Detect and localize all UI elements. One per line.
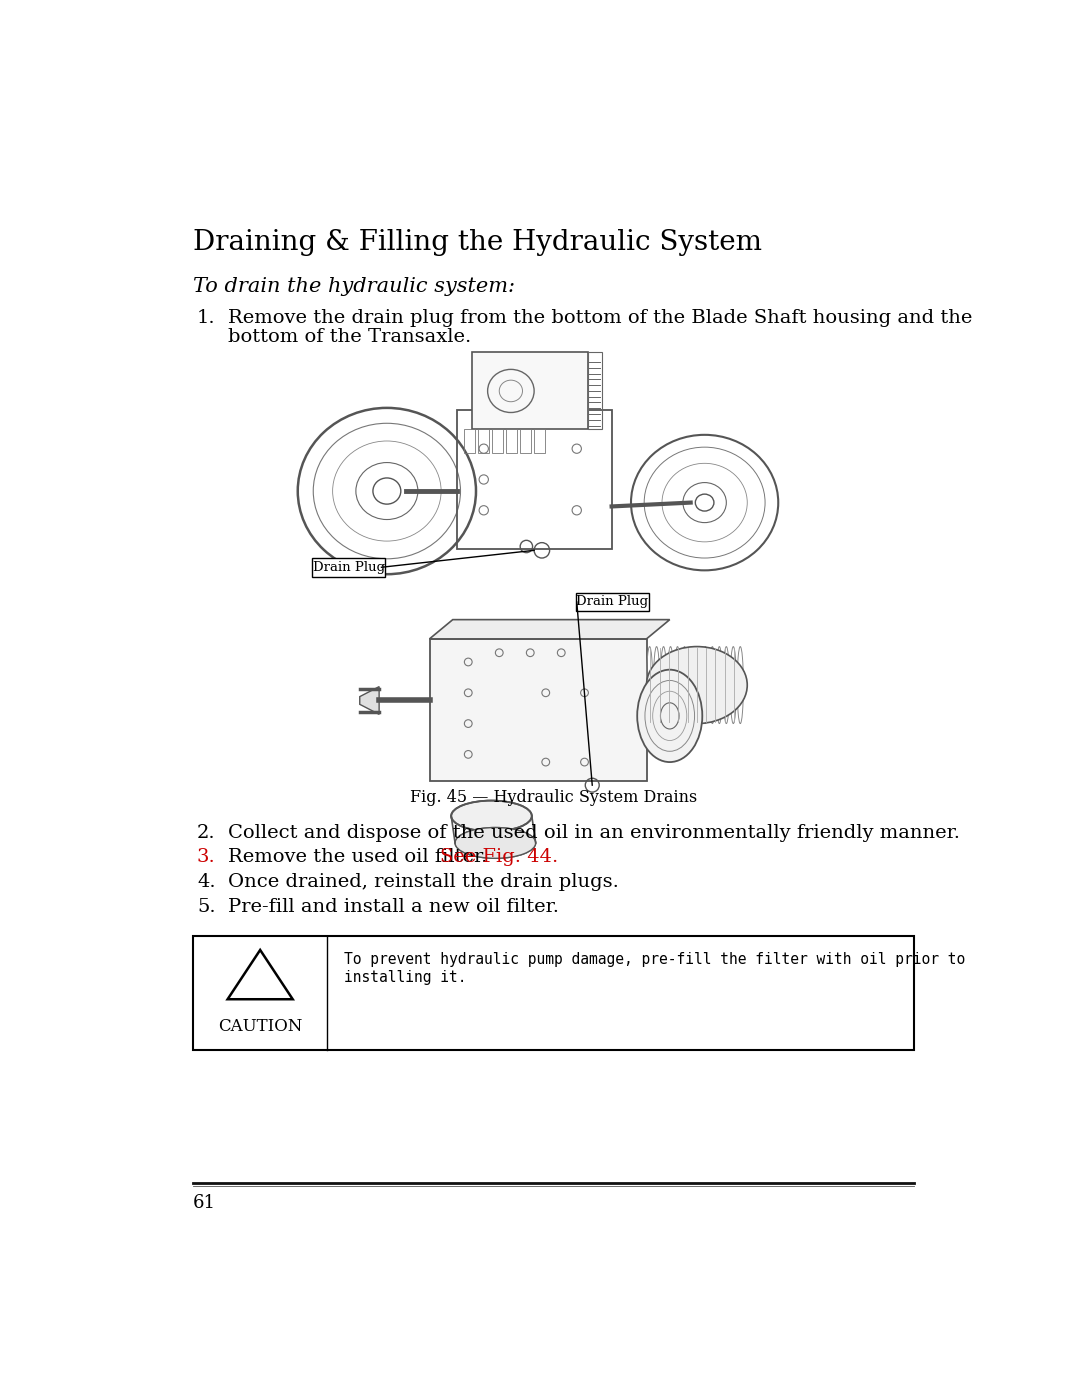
Ellipse shape xyxy=(647,647,747,724)
Text: To drain the hydraulic system:: To drain the hydraulic system: xyxy=(193,277,515,296)
FancyBboxPatch shape xyxy=(312,557,386,577)
Bar xyxy=(193,936,914,1051)
Bar xyxy=(507,429,517,453)
Text: 3.: 3. xyxy=(197,848,216,866)
Bar xyxy=(492,429,503,453)
Text: 2.: 2. xyxy=(197,824,216,841)
Ellipse shape xyxy=(451,800,531,831)
Text: Fig. 45 — Hydraulic System Drains: Fig. 45 — Hydraulic System Drains xyxy=(410,789,697,806)
Bar xyxy=(478,429,489,453)
Ellipse shape xyxy=(455,827,536,858)
Polygon shape xyxy=(430,620,670,638)
Text: 61: 61 xyxy=(193,1194,216,1213)
Text: 5.: 5. xyxy=(197,898,216,915)
Text: Drain Plug: Drain Plug xyxy=(577,595,648,609)
Text: CAUTION: CAUTION xyxy=(218,1017,302,1035)
Text: Remove the used oil filter.: Remove the used oil filter. xyxy=(228,848,500,866)
Bar xyxy=(535,429,545,453)
Text: See Fig. 44.: See Fig. 44. xyxy=(440,848,558,866)
Text: Once drained, reinstall the drain plugs.: Once drained, reinstall the drain plugs. xyxy=(228,873,619,891)
Text: Collect and dispose of the used oil in an environmentally friendly manner.: Collect and dispose of the used oil in a… xyxy=(228,824,960,841)
FancyBboxPatch shape xyxy=(576,592,649,610)
Text: 1.: 1. xyxy=(197,309,216,327)
Text: 4.: 4. xyxy=(197,873,216,891)
Bar xyxy=(589,352,603,429)
Bar xyxy=(472,352,589,429)
Text: Remove the drain plug from the bottom of the Blade Shaft housing and the: Remove the drain plug from the bottom of… xyxy=(228,309,972,327)
Polygon shape xyxy=(360,686,379,714)
Ellipse shape xyxy=(637,669,702,763)
Text: Pre-fill and install a new oil filter.: Pre-fill and install a new oil filter. xyxy=(228,898,559,915)
Text: bottom of the Transaxle.: bottom of the Transaxle. xyxy=(228,328,471,346)
Text: To prevent hydraulic pump damage, pre-fill the filter with oil prior to: To prevent hydraulic pump damage, pre-fi… xyxy=(345,951,966,967)
Text: Draining & Filling the Hydraulic System: Draining & Filling the Hydraulic System xyxy=(193,229,762,256)
Bar xyxy=(464,429,475,453)
Text: installing it.: installing it. xyxy=(345,970,467,985)
Text: Drain Plug: Drain Plug xyxy=(313,560,384,574)
Bar xyxy=(521,429,531,453)
Bar xyxy=(430,638,647,781)
Bar xyxy=(457,411,611,549)
